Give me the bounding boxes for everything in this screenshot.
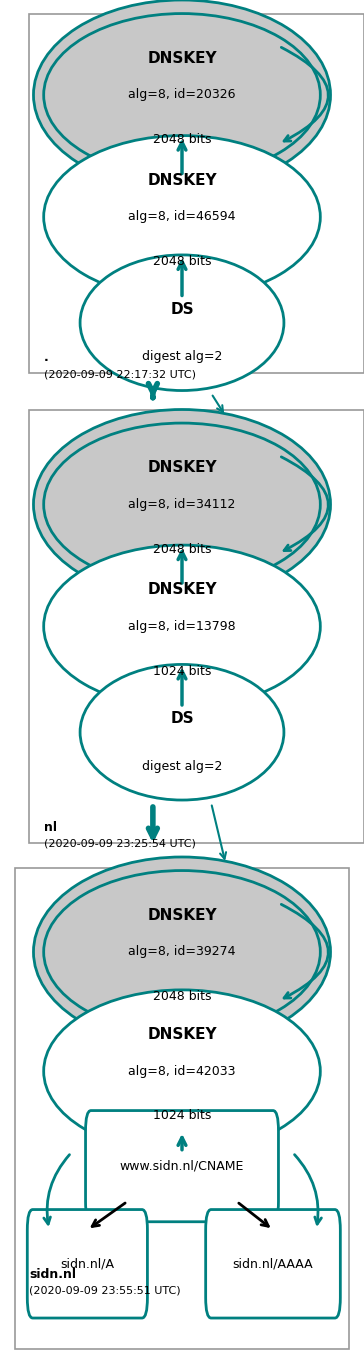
Text: 2048 bits: 2048 bits — [153, 990, 211, 1003]
Text: 2048 bits: 2048 bits — [153, 255, 211, 268]
Text: DS: DS — [170, 711, 194, 727]
Text: alg=8, id=42033: alg=8, id=42033 — [128, 1064, 236, 1078]
Text: DS: DS — [170, 301, 194, 317]
Text: digest alg=2: digest alg=2 — [142, 759, 222, 773]
Text: DNSKEY: DNSKEY — [147, 172, 217, 188]
Text: 2048 bits: 2048 bits — [153, 133, 211, 146]
Text: nl: nl — [44, 820, 57, 834]
Ellipse shape — [44, 14, 320, 176]
FancyBboxPatch shape — [206, 1210, 340, 1318]
Text: alg=8, id=20326: alg=8, id=20326 — [128, 88, 236, 102]
Ellipse shape — [44, 136, 320, 298]
Text: www.sidn.nl/CNAME: www.sidn.nl/CNAME — [120, 1159, 244, 1173]
Text: DNSKEY: DNSKEY — [147, 50, 217, 66]
FancyBboxPatch shape — [29, 410, 364, 843]
FancyBboxPatch shape — [15, 868, 349, 1349]
Text: 1024 bits: 1024 bits — [153, 664, 211, 678]
Text: sidn.nl/A: sidn.nl/A — [60, 1257, 114, 1271]
Ellipse shape — [80, 255, 284, 391]
Text: 1024 bits: 1024 bits — [153, 1109, 211, 1123]
Ellipse shape — [33, 0, 331, 190]
Text: sidn.nl: sidn.nl — [29, 1268, 76, 1281]
Ellipse shape — [44, 871, 320, 1033]
FancyArrowPatch shape — [281, 457, 328, 551]
Text: DNSKEY: DNSKEY — [147, 460, 217, 476]
FancyArrowPatch shape — [281, 904, 328, 998]
Text: alg=8, id=34112: alg=8, id=34112 — [128, 498, 236, 511]
Ellipse shape — [44, 545, 320, 708]
Text: DNSKEY: DNSKEY — [147, 582, 217, 598]
FancyBboxPatch shape — [86, 1111, 278, 1222]
Text: (2020-09-09 23:55:51 UTC): (2020-09-09 23:55:51 UTC) — [29, 1285, 181, 1296]
Text: sidn.nl/AAAA: sidn.nl/AAAA — [233, 1257, 313, 1271]
FancyArrowPatch shape — [281, 47, 328, 141]
Text: DNSKEY: DNSKEY — [147, 1026, 217, 1043]
Text: .: . — [44, 351, 48, 365]
Ellipse shape — [33, 857, 331, 1047]
Text: alg=8, id=46594: alg=8, id=46594 — [128, 210, 236, 224]
Text: (2020-09-09 23:25:54 UTC): (2020-09-09 23:25:54 UTC) — [44, 838, 195, 849]
Text: digest alg=2: digest alg=2 — [142, 350, 222, 363]
FancyBboxPatch shape — [29, 14, 364, 373]
Text: alg=8, id=39274: alg=8, id=39274 — [128, 945, 236, 959]
Ellipse shape — [33, 410, 331, 599]
Text: alg=8, id=13798: alg=8, id=13798 — [128, 620, 236, 633]
Ellipse shape — [44, 990, 320, 1153]
Ellipse shape — [80, 664, 284, 800]
Text: (2020-09-09 22:17:32 UTC): (2020-09-09 22:17:32 UTC) — [44, 369, 196, 380]
Ellipse shape — [44, 423, 320, 586]
Text: DNSKEY: DNSKEY — [147, 907, 217, 923]
FancyBboxPatch shape — [27, 1210, 147, 1318]
Text: 2048 bits: 2048 bits — [153, 542, 211, 556]
